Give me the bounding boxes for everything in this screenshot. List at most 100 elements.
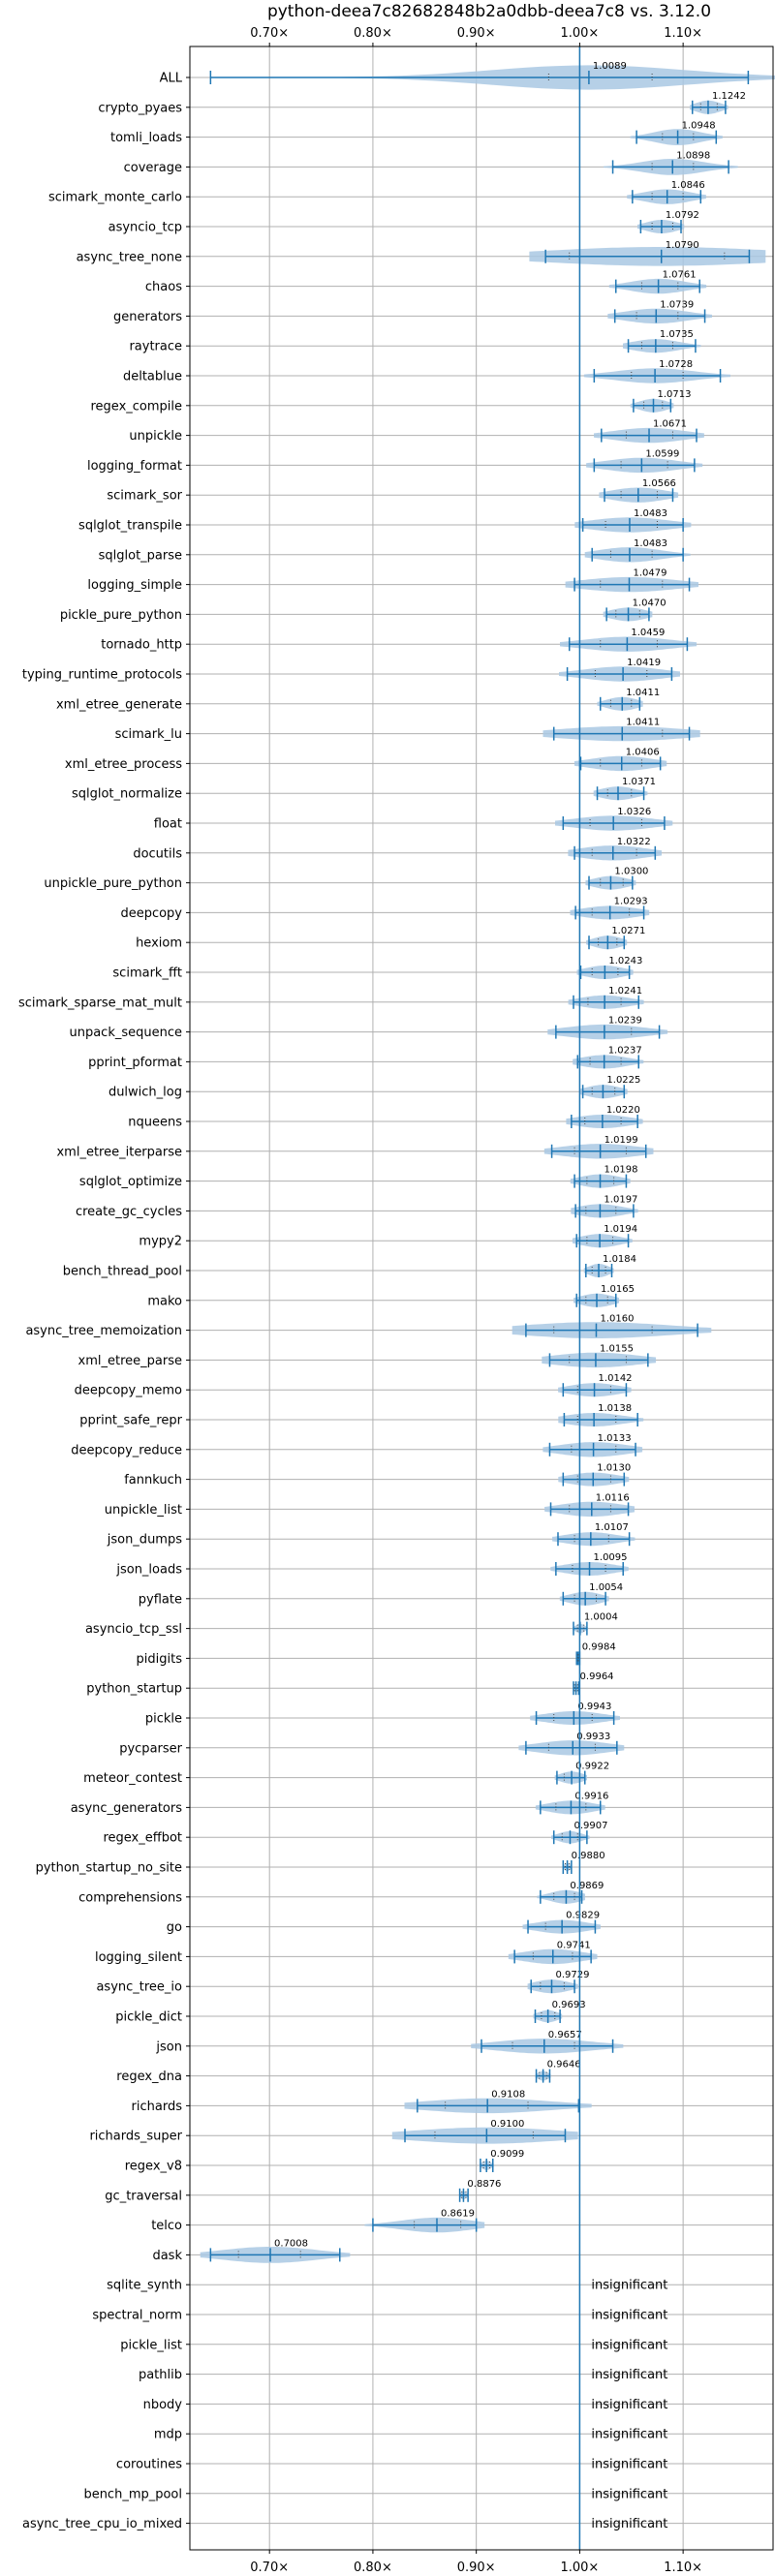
value-label: 0.9829 bbox=[566, 1911, 600, 1921]
value-label: 0.9108 bbox=[491, 2089, 525, 2100]
benchmark-label: pyflate bbox=[139, 1592, 182, 1607]
value-label: 1.0243 bbox=[608, 956, 642, 966]
value-label: 0.9933 bbox=[576, 1732, 610, 1742]
benchmark-label: unpack_sequence bbox=[69, 1026, 182, 1040]
benchmark-label: async_generators bbox=[71, 1801, 183, 1816]
value-label: 1.0199 bbox=[604, 1135, 638, 1146]
value-label: 1.0898 bbox=[676, 150, 710, 161]
benchmark-label: json_dumps bbox=[107, 1533, 182, 1548]
value-label: 1.0054 bbox=[589, 1582, 623, 1593]
value-label: 0.9943 bbox=[577, 1702, 611, 1712]
value-label: 1.0735 bbox=[660, 329, 694, 340]
value-label: 1.0241 bbox=[608, 986, 642, 997]
label-layer: ALL 1.0089 crypto_pyaes 1.1242 tomli_loads 1.… bbox=[18, 61, 746, 2531]
value-label: 1.0107 bbox=[595, 1522, 629, 1533]
value-label: 0.9984 bbox=[582, 1641, 616, 1652]
benchmark-label: tomli_loads bbox=[110, 131, 182, 145]
benchmark-label: regex_v8 bbox=[125, 2160, 182, 2174]
benchmark-label: dulwich_log bbox=[108, 1086, 182, 1100]
value-label: 1.0371 bbox=[622, 777, 656, 787]
benchmark-label: xml_etree_generate bbox=[56, 697, 182, 712]
benchmark-label: gc_traversal bbox=[105, 2189, 182, 2203]
benchmark-label: pickle_list bbox=[120, 2338, 182, 2352]
benchmark-label: async_tree_io bbox=[96, 1980, 182, 1995]
benchmark-label: unpickle_list bbox=[105, 1503, 182, 1518]
benchmark-label: hexiom bbox=[136, 936, 182, 951]
chart-title: python-deea7c82682848b2a0dbb-deea7c8 vs.… bbox=[267, 2, 711, 21]
benchmark-label: chaos bbox=[145, 280, 182, 294]
value-label: 0.8619 bbox=[441, 2209, 475, 2220]
benchmark-label: sqlglot_parse bbox=[99, 548, 182, 563]
value-label: 1.1242 bbox=[712, 91, 746, 102]
benchmark-label: sqlglot_optimize bbox=[79, 1175, 182, 1189]
benchmark-label: float bbox=[154, 817, 182, 832]
value-label: 0.9916 bbox=[574, 1791, 608, 1801]
benchmark-label: dask bbox=[152, 2249, 182, 2263]
benchmark-label: pickle_pure_python bbox=[60, 608, 182, 623]
value-label: 1.0846 bbox=[671, 180, 705, 191]
benchmark-label: coroutines bbox=[116, 2458, 182, 2472]
value-label: 1.0239 bbox=[608, 1016, 642, 1027]
value-label: 1.0322 bbox=[617, 837, 651, 847]
benchmark-label: scimark_monte_carlo bbox=[48, 191, 182, 205]
benchmark-label: python_startup bbox=[86, 1682, 182, 1697]
value-label: 1.0761 bbox=[663, 270, 697, 281]
value-label: 1.0220 bbox=[606, 1105, 640, 1116]
benchmark-label: go bbox=[167, 1920, 182, 1935]
benchmark-label: async_tree_cpu_io_mixed bbox=[22, 2517, 182, 2531]
value-label: 0.9964 bbox=[580, 1671, 614, 1682]
benchmark-label: sqlglot_normalize bbox=[72, 787, 182, 802]
benchmark-label: bench_mp_pool bbox=[83, 2487, 182, 2501]
value-label: 1.0406 bbox=[626, 747, 660, 757]
plot-frame bbox=[189, 46, 774, 2551]
axis-layer: 0.70× 0.70× 0.80× 0.80× 0.90× 0.90× 1.00× 1.00×… bbox=[186, 26, 774, 2575]
benchmark-label: python_startup_no_site bbox=[36, 1861, 182, 1876]
benchmark-label: pycparser bbox=[119, 1741, 182, 1756]
value-label: 0.9922 bbox=[575, 1762, 609, 1772]
benchmark-label: generators bbox=[113, 310, 182, 324]
insignificant-label: insignificant bbox=[591, 2428, 667, 2442]
benchmark-label: bench_thread_pool bbox=[63, 1265, 182, 1279]
x-tick-label-bottom: 0.90× bbox=[457, 2561, 496, 2575]
insignificant-label: insignificant bbox=[591, 2517, 667, 2531]
benchmark-label: coverage bbox=[124, 161, 182, 175]
value-label: 1.0194 bbox=[604, 1224, 637, 1235]
benchmark-label: deepcopy_memo bbox=[75, 1384, 182, 1398]
value-label: 0.9100 bbox=[490, 2119, 524, 2130]
value-label: 1.0184 bbox=[603, 1254, 636, 1265]
value-label: 0.9741 bbox=[557, 1940, 591, 1950]
value-label: 1.0198 bbox=[604, 1165, 638, 1176]
value-label: 1.0728 bbox=[659, 359, 693, 370]
benchmark-label: sqlglot_transpile bbox=[78, 519, 182, 534]
value-label: 1.0130 bbox=[597, 1463, 631, 1474]
benchmark-label: logging_format bbox=[87, 459, 182, 474]
benchmark-label: scimark_sor bbox=[107, 489, 182, 504]
benchmark-label: unpickle bbox=[129, 429, 182, 444]
insignificant-label: insignificant bbox=[591, 2368, 667, 2382]
benchmark-label: ALL bbox=[160, 72, 183, 86]
benchmark-label: asyncio_tcp_ssl bbox=[85, 1622, 182, 1637]
benchmark-label: json bbox=[155, 2039, 182, 2054]
x-tick-label-bottom: 0.70× bbox=[250, 2561, 289, 2575]
benchmark-label: nbody bbox=[143, 2398, 183, 2412]
value-label: 1.0792 bbox=[666, 210, 699, 221]
benchmark-label: mako bbox=[147, 1294, 182, 1308]
benchmark-label: docutils bbox=[133, 846, 182, 861]
x-tick-label-bottom: 1.10× bbox=[664, 2561, 702, 2575]
value-label: 1.0116 bbox=[596, 1492, 630, 1503]
benchmark-label: deepcopy bbox=[120, 906, 182, 921]
value-label: 1.0089 bbox=[593, 61, 627, 72]
benchmark-label: logging_silent bbox=[95, 1950, 182, 1965]
value-label: 1.0271 bbox=[611, 926, 645, 936]
benchmark-label: unpickle_pure_python bbox=[44, 876, 182, 891]
benchmark-label: telco bbox=[151, 2219, 182, 2233]
value-label: 1.0225 bbox=[606, 1075, 640, 1086]
value-label: 1.0133 bbox=[598, 1433, 632, 1444]
benchmark-label: tornado_http bbox=[101, 638, 182, 653]
benchmark-label: logging_simple bbox=[87, 578, 182, 593]
x-tick-label-bottom: 1.00× bbox=[560, 2561, 599, 2575]
benchmark-label: xml_etree_iterparse bbox=[56, 1145, 182, 1159]
benchmark-label: richards bbox=[132, 2100, 183, 2114]
value-label: 0.9729 bbox=[555, 1970, 589, 1980]
